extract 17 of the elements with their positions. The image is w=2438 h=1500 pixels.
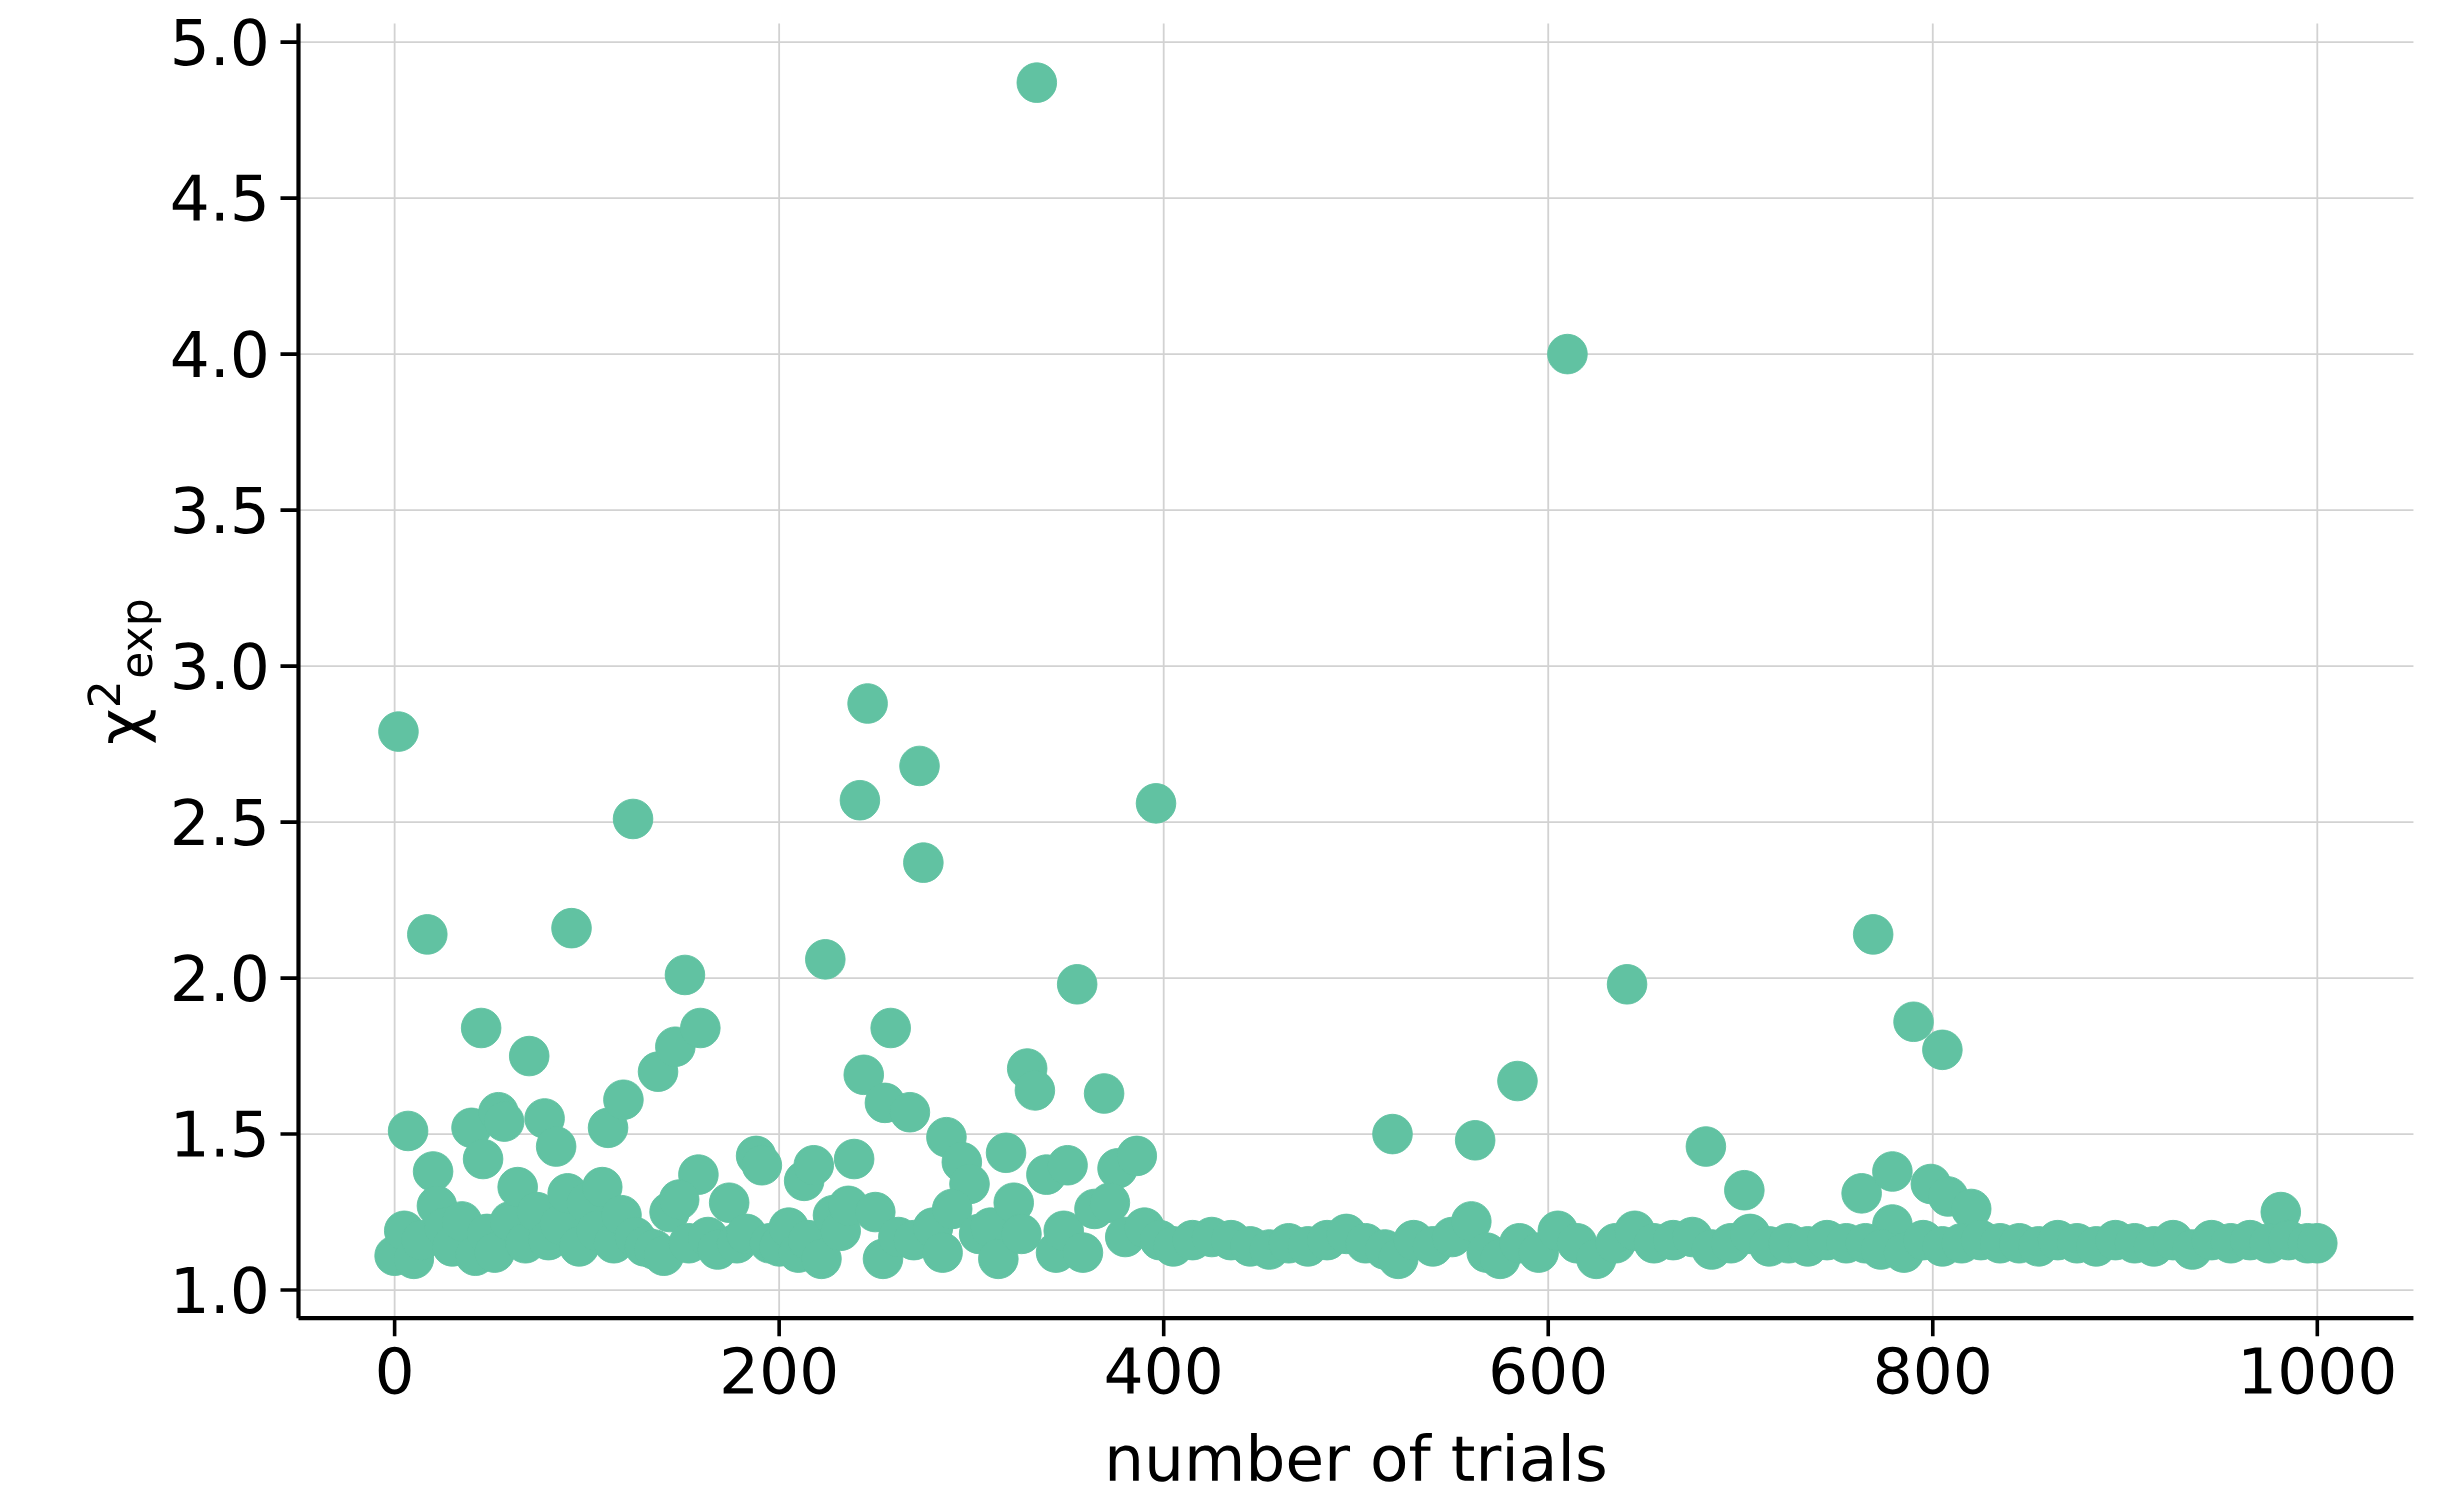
x-tick-label: 600 (1492, 1346, 1605, 1395)
y-tick-label: 2.0 (174, 954, 266, 1002)
x-tick-label: 200 (723, 1346, 836, 1395)
y-tick-label: 2.5 (174, 798, 265, 846)
y-tick-label: 4.0 (172, 330, 266, 378)
x-tick-label: 800 (1876, 1346, 1989, 1395)
y-axis-title: χ$^{2}$exp (87, 600, 162, 743)
y-tick-label: 3.0 (174, 642, 266, 690)
y-tick-label: 4.5 (172, 174, 265, 222)
x-axis-title: number of trials (1109, 1433, 1605, 1482)
x-tick-label: 400 (1106, 1346, 1220, 1395)
y-tick-label: 3.5 (174, 486, 265, 534)
x-tick-label: 0 (378, 1346, 411, 1395)
y-tick-label: 1.5 (176, 1110, 265, 1158)
y-tick-label: 1.0 (176, 1266, 266, 1314)
y-tick-label: 5.0 (174, 18, 266, 66)
x-tick-label: 1000 (2244, 1346, 2394, 1395)
